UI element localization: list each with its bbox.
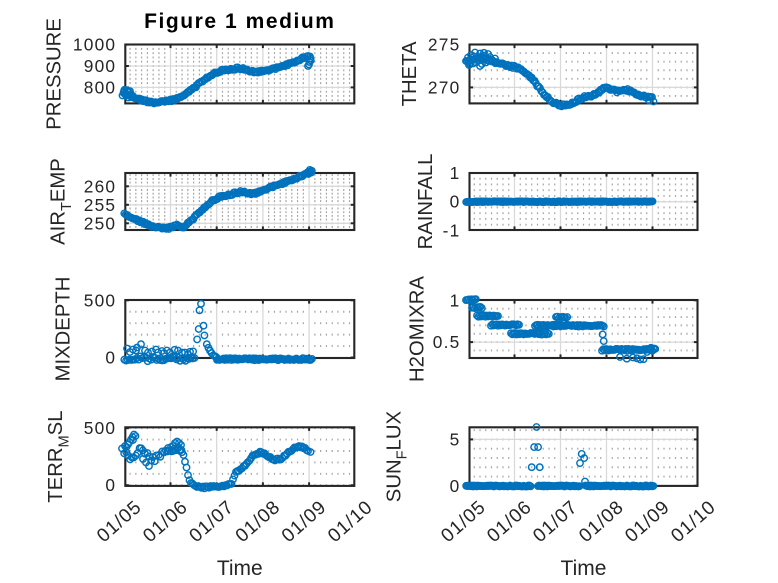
- svg-text:0.5: 0.5: [433, 332, 461, 352]
- svg-text:260: 260: [84, 176, 117, 196]
- svg-text:0: 0: [450, 476, 461, 496]
- svg-text:900: 900: [84, 56, 117, 76]
- svg-text:Time: Time: [217, 557, 263, 580]
- svg-text:270: 270: [428, 77, 461, 97]
- svg-text:1000: 1000: [73, 35, 116, 55]
- svg-text:500: 500: [84, 290, 117, 310]
- svg-text:275: 275: [428, 35, 461, 55]
- svg-text:0: 0: [450, 192, 461, 212]
- svg-text:250: 250: [84, 213, 117, 233]
- svg-text:MIXDEPTH: MIXDEPTH: [53, 277, 75, 382]
- svg-text:500: 500: [84, 418, 117, 438]
- svg-text:Figure 1 medium: Figure 1 medium: [144, 10, 335, 33]
- svg-text:0: 0: [105, 348, 116, 368]
- svg-text:1: 1: [450, 163, 461, 183]
- svg-text:255: 255: [84, 195, 117, 215]
- svg-text:5: 5: [450, 429, 461, 449]
- svg-text:PRESSURE: PRESSURE: [43, 18, 65, 130]
- svg-text:800: 800: [84, 77, 117, 97]
- svg-text:Time: Time: [561, 557, 607, 580]
- svg-text:-1: -1: [443, 220, 461, 240]
- svg-text:1: 1: [450, 290, 461, 310]
- svg-text:RAINFALL: RAINFALL: [415, 154, 437, 250]
- svg-text:0: 0: [105, 475, 116, 495]
- svg-text:THETA: THETA: [399, 41, 421, 106]
- svg-text:H2OMIXRA: H2OMIXRA: [406, 276, 428, 382]
